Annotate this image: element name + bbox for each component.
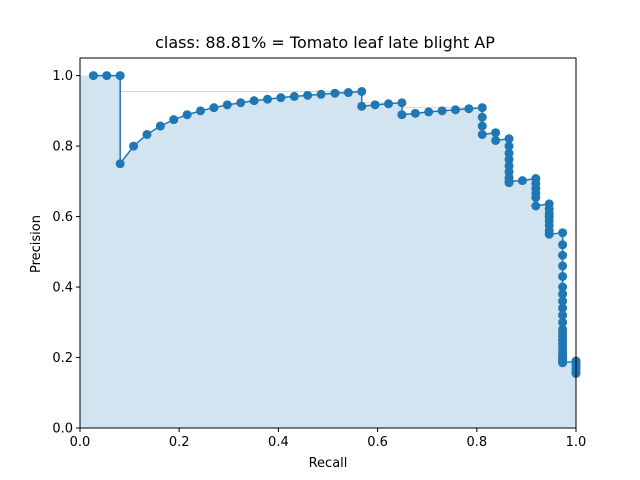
data-point	[504, 141, 514, 151]
x-tick-label: 0.8	[466, 435, 487, 450]
data-point	[169, 115, 179, 125]
data-point	[424, 107, 434, 117]
data-point	[142, 129, 152, 139]
data-point	[531, 201, 541, 211]
x-tick-label: 1.0	[566, 435, 587, 450]
data-point	[182, 110, 192, 120]
data-point	[196, 106, 206, 116]
data-point	[222, 100, 232, 110]
data-point	[491, 128, 501, 138]
data-point	[115, 71, 125, 81]
data-point	[531, 193, 541, 203]
data-point	[88, 71, 98, 81]
y-tick-label: 0.8	[52, 140, 73, 155]
data-point	[477, 112, 487, 122]
data-point	[558, 282, 568, 292]
data-point	[558, 240, 568, 250]
data-point	[504, 154, 514, 164]
data-point	[491, 135, 501, 145]
data-point	[209, 103, 219, 113]
data-point	[504, 148, 514, 158]
chart-title: class: 88.81% = Tomato leaf late blight …	[155, 33, 495, 52]
y-tick-label: 0.6	[52, 210, 73, 225]
data-point	[558, 228, 568, 238]
data-point	[558, 250, 568, 260]
data-point	[558, 296, 568, 306]
data-point	[102, 71, 112, 81]
data-point	[504, 176, 514, 186]
data-point	[504, 134, 514, 144]
x-axis-ticks: 0.0 0.2 0.4 0.6 0.8 1.0	[70, 428, 587, 450]
data-point	[437, 106, 447, 116]
data-point	[249, 96, 259, 106]
data-point	[357, 101, 367, 111]
data-point	[357, 86, 367, 96]
data-point	[343, 88, 353, 98]
x-tick-label: 0.4	[268, 435, 289, 450]
data-points	[88, 71, 581, 378]
y-tick-label: 0.0	[52, 422, 73, 437]
data-point	[397, 110, 407, 120]
data-point	[558, 261, 568, 271]
data-point	[370, 100, 380, 110]
data-point	[477, 129, 487, 139]
data-point	[558, 310, 568, 320]
data-point	[129, 141, 139, 151]
y-axis-ticks: 0.0 0.2 0.4 0.6 0.8 1.0	[52, 69, 80, 437]
data-point	[477, 103, 487, 113]
x-tick-label: 0.0	[70, 435, 91, 450]
data-point	[262, 94, 272, 104]
data-point	[236, 98, 246, 108]
data-point	[558, 317, 568, 327]
data-point	[155, 121, 165, 131]
data-point	[410, 108, 420, 118]
data-point	[544, 229, 554, 239]
precision-area-fill	[80, 75, 576, 428]
x-axis-label: Recall	[309, 456, 348, 471]
data-point	[316, 89, 326, 99]
data-point	[115, 159, 125, 169]
axes-frame	[79, 57, 577, 429]
data-point	[303, 90, 313, 100]
y-axis-label: Precision	[29, 215, 44, 273]
y-tick-label: 0.4	[52, 281, 73, 296]
data-point	[558, 289, 568, 299]
data-point	[450, 105, 460, 115]
data-point	[558, 271, 568, 281]
data-point	[464, 104, 474, 114]
x-tick-label: 0.6	[367, 435, 388, 450]
plot-area	[80, 71, 581, 428]
data-point	[558, 358, 568, 368]
y-tick-label: 0.2	[52, 351, 73, 366]
data-point	[517, 176, 527, 186]
data-point	[558, 303, 568, 313]
data-point	[330, 88, 340, 98]
y-tick-label: 1.0	[52, 69, 73, 84]
data-point	[384, 99, 394, 109]
data-point	[477, 121, 487, 131]
data-point	[289, 91, 299, 101]
data-point	[397, 98, 407, 108]
data-point	[276, 93, 286, 103]
x-tick-label: 0.2	[169, 435, 190, 450]
